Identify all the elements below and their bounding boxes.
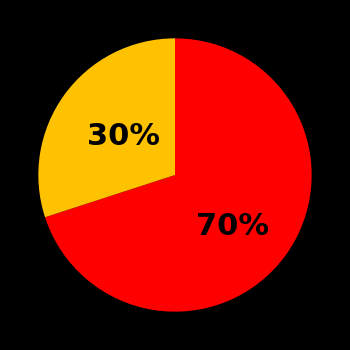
Wedge shape [45,38,312,312]
Text: 30%: 30% [86,122,160,151]
Wedge shape [38,38,175,217]
Text: 70%: 70% [196,212,269,241]
